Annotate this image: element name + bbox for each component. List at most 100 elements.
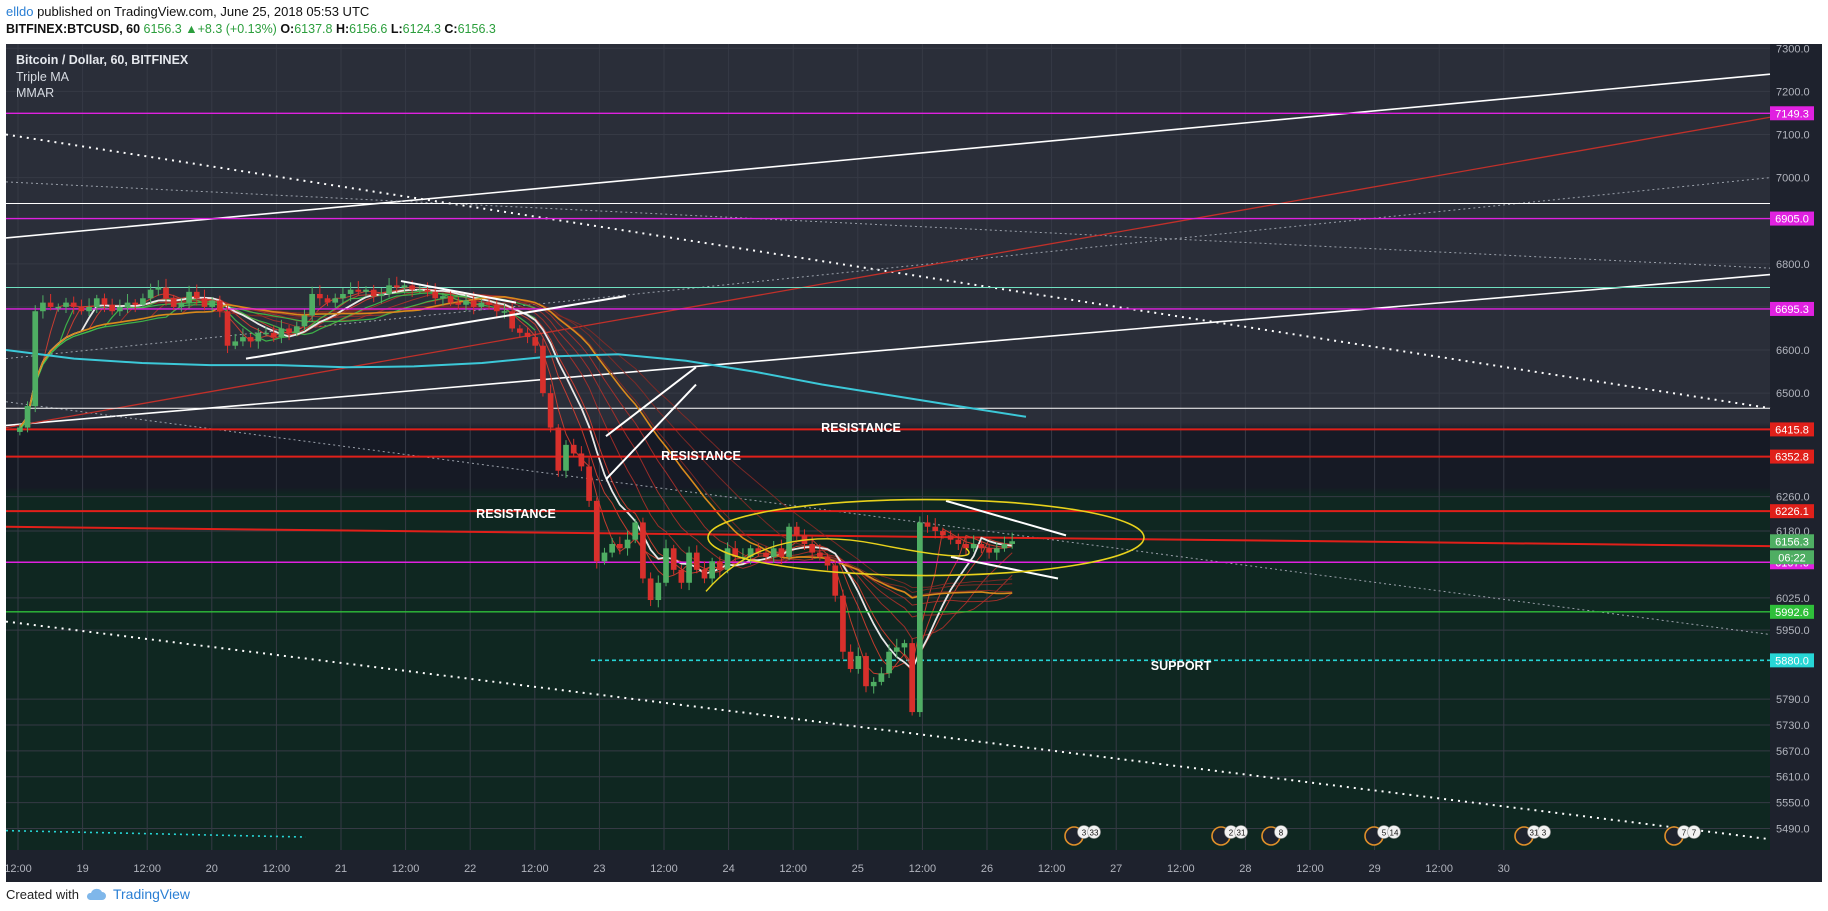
drawn-trend-segment [605,366,697,438]
candle-body [547,393,554,428]
publish-info: published on TradingView.com, June 25, 2… [33,4,370,19]
candle-body [817,552,823,557]
candle-body [370,289,377,297]
candle-body [978,543,985,549]
candle-body [563,444,569,471]
candle-body [132,302,139,305]
level-badge [1770,534,1814,549]
candle-body [70,302,77,307]
level-badge-label: 6352.8 [1775,452,1809,464]
dotted-trend-gray-3 [6,401,1771,635]
price-tick-label: 5490.0 [1776,823,1810,835]
price-tick-label: 5730.0 [1776,720,1810,732]
created-with-label: Created with [6,886,79,902]
candle-body [524,332,531,338]
legend-indicator-triple-ma[interactable]: Triple MA [16,69,70,84]
time-tick-label: 12:00 [779,863,807,875]
countdown-badge [1770,550,1814,565]
tradingview-link[interactable]: TradingView [112,886,191,902]
annotation-text: RESISTANCE [476,507,556,521]
candle-body [109,304,115,312]
event-markers: 3 33 2 31 8 5 14 31 3 7 7 [1064,825,1701,846]
time-tick-label: 12:00 [1425,863,1453,875]
candle-body [363,289,369,292]
candle-body [393,285,400,288]
candle-body [970,543,977,549]
candle-body [309,293,315,316]
drawn-annotations [245,280,1145,592]
level-badge [1770,106,1814,121]
annotation-text: RESISTANCE [661,449,741,463]
candle-body [609,543,615,553]
price-tick-label: 5950.0 [1776,625,1810,637]
candle-body [932,526,939,532]
level-badge [1770,422,1814,437]
up-triangle-icon: ▲ [185,22,198,36]
candle-body [886,651,892,674]
close-value: 6156.3 [457,22,496,36]
time-axis: 12:00 19 12:00 20 12:00 21 12:00 22 12:00 23 12:00… [6,863,1510,875]
time-tick-label: 22 [464,863,476,875]
candle-body [993,548,1000,553]
drawn-trend-segment [950,555,1059,580]
level-badge-label: 6156.3 [1775,536,1809,548]
last-price: 6156.3 [143,22,182,36]
trend-line-upper [6,73,1771,239]
candle-body [986,548,992,553]
horizontal-levels [6,112,1770,613]
time-tick-label: 21 [335,863,347,875]
candle-body [770,548,777,557]
annotation-text: RESISTANCE [821,421,901,435]
time-tick-label: 25 [852,863,864,875]
candle-body [724,548,731,570]
candle-body [763,552,769,557]
candle-body [63,302,69,307]
price-tick-label: 5610.0 [1776,772,1810,784]
event-count-label: 31 [1530,829,1539,838]
footer: Created with TradingView [6,886,190,902]
candle-body [640,522,646,579]
candle-body [778,548,785,557]
level-badge-label: 6415.8 [1775,424,1809,436]
event-count-label: 14 [1390,829,1399,838]
symbol-label: BITFINEX:BTCUSD, 60 [6,22,141,36]
event-count-label: 3 [1542,829,1547,838]
candle-body [617,543,623,549]
event-count-badge [1087,825,1101,839]
candle-body [263,332,269,335]
candle-body [878,673,885,682]
candle-body [278,328,285,338]
candle-body [717,561,723,570]
low-value: 6124.3 [402,22,441,36]
candle-body [217,300,223,312]
chart-legend: Bitcoin / Dollar, 60, BITFINEX Triple MA… [16,52,188,102]
time-tick-label: 30 [1498,863,1510,875]
candle-body [1009,541,1015,544]
candle-body [247,337,254,342]
candle-body [240,337,246,342]
candle-body [178,302,185,307]
candle-body [340,293,346,299]
high-label: H: [335,22,350,36]
ma-ribbon-green-line [19,292,536,431]
candle-body [909,643,915,713]
legend-indicator-mmar[interactable]: MMAR [16,86,55,100]
level-badge-label: 6695.3 [1775,304,1809,316]
candle-body [947,535,954,540]
price-tick-label: 7300.0 [1776,44,1810,55]
candle-body [324,298,331,303]
time-tick-label: 29 [1368,863,1380,875]
time-tick-label: 12:00 [1296,863,1324,875]
candle-body [693,552,700,570]
cyan-ma-line [6,349,1027,418]
candle-body [86,306,92,312]
time-tick-label: 19 [76,863,88,875]
candle-body [517,328,523,333]
chart-background [6,44,1770,850]
candle-body [93,298,100,307]
author-link[interactable]: elldo [6,4,34,19]
event-count-label: 31 [1237,829,1246,838]
price-tick-label: 7100.0 [1776,130,1810,142]
event-count-label: 8 [1279,829,1284,838]
